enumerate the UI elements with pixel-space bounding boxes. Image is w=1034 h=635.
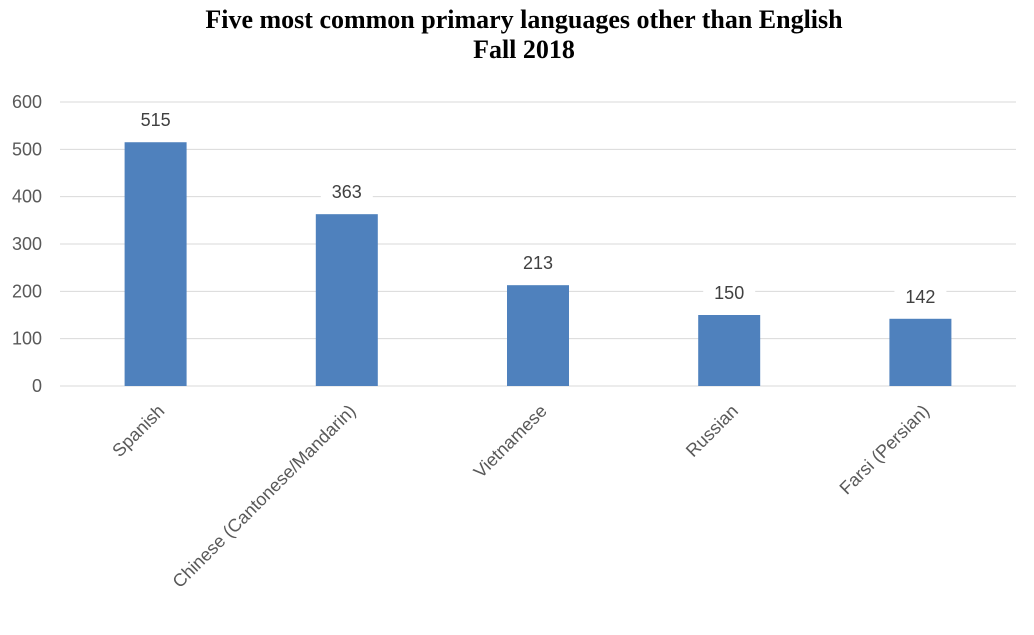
data-label: 363	[332, 182, 362, 202]
y-tick-label: 600	[12, 92, 42, 112]
bar	[124, 142, 187, 386]
category-label: Chinese (Cantonese/Mandarin)	[169, 401, 360, 592]
y-tick-label: 100	[12, 329, 42, 349]
data-labels: 515 363 213 150 142	[129, 107, 947, 310]
category-labels: Spanish Chinese (Cantonese/Mandarin) Vietn…	[108, 401, 933, 592]
bar	[698, 315, 761, 386]
data-label-background	[703, 280, 756, 306]
data-label: 515	[141, 110, 171, 130]
data-label-background	[129, 107, 182, 134]
bar	[889, 318, 952, 386]
data-label: 142	[905, 287, 935, 307]
category-label: Russian	[682, 401, 742, 461]
bar	[507, 285, 569, 386]
y-tick-label: 300	[12, 234, 42, 254]
category-label: Vietnamese	[470, 401, 551, 482]
data-label-background	[512, 250, 564, 277]
y-tick-label: 400	[12, 187, 42, 207]
data-label: 213	[523, 253, 553, 273]
chart-title-line-2: Fall 2018	[473, 35, 575, 64]
chart-title-line-1: Five most common primary languages other…	[205, 5, 843, 34]
bar	[315, 214, 378, 386]
bars	[124, 142, 952, 386]
category-label: Farsi (Persian)	[836, 401, 934, 499]
y-axis-tick-labels: 0 100 200 300 400 500 600	[12, 92, 42, 396]
y-tick-label: 0	[32, 376, 42, 396]
y-tick-label: 200	[12, 281, 42, 301]
data-label-background	[320, 179, 373, 206]
data-label: 150	[714, 283, 744, 303]
category-label: Spanish	[108, 401, 168, 461]
data-label-background	[894, 283, 947, 310]
y-tick-label: 500	[12, 139, 42, 159]
